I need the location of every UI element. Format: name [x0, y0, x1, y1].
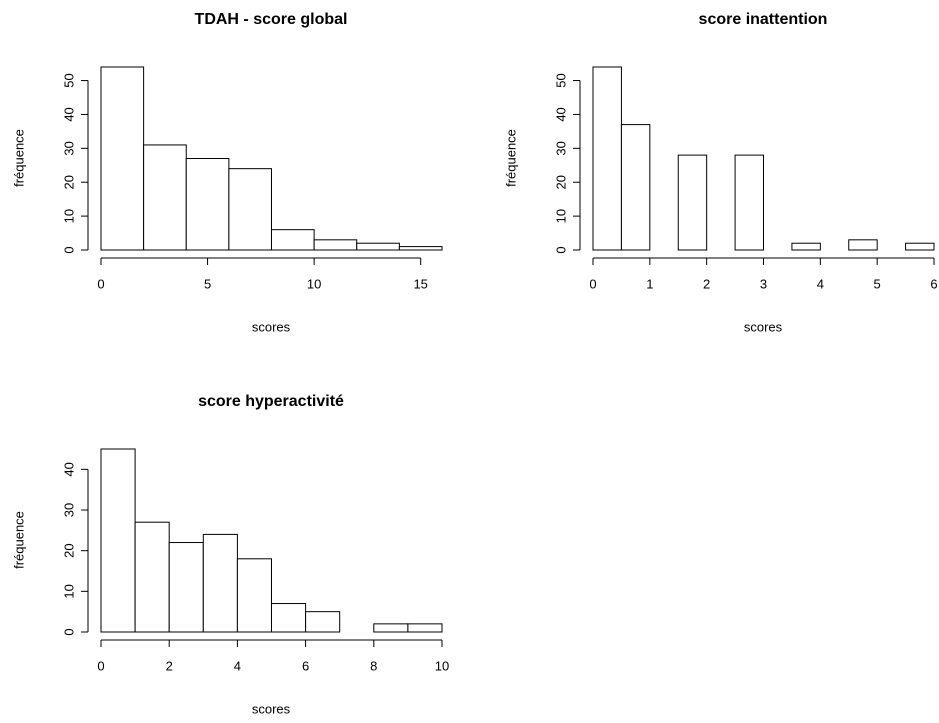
bar	[356, 242, 400, 251]
bar	[236, 558, 272, 633]
bar	[677, 154, 708, 251]
x-axis-label: scores	[744, 319, 783, 334]
bar	[271, 603, 307, 633]
chart-title: score inattention	[699, 11, 828, 28]
y-tick-label: 10	[61, 209, 76, 223]
x-tick-label: 3	[760, 276, 767, 291]
bar	[185, 158, 230, 251]
y-tick-label: 50	[61, 73, 76, 87]
x-axis-label: scores	[252, 319, 291, 334]
x-tick-label: 6	[930, 276, 937, 291]
y-tick-label: 40	[553, 107, 568, 121]
x-tick-label: 5	[874, 276, 881, 291]
chart-title: TDAH - score global	[195, 11, 348, 28]
y-tick-label: 30	[553, 141, 568, 155]
y-tick-label: 0	[61, 246, 76, 253]
bar	[407, 623, 443, 633]
x-tick-label: 2	[166, 658, 173, 673]
y-axis-label: fréquence	[503, 129, 518, 187]
y-tick-label: 0	[553, 246, 568, 253]
x-tick-label: 2	[703, 276, 710, 291]
y-tick-label: 10	[553, 209, 568, 223]
y-tick-label: 20	[61, 175, 76, 189]
x-tick-label: 8	[370, 658, 377, 673]
y-tick-label: 50	[553, 73, 568, 87]
y-tick-label: 30	[61, 141, 76, 155]
y-axis-label: fréquence	[11, 129, 26, 187]
x-tick-label: 4	[234, 658, 241, 673]
bar	[202, 533, 238, 633]
bar	[398, 246, 443, 251]
bar	[143, 144, 187, 251]
y-tick-label: 0	[61, 628, 76, 635]
x-tick-label: 0	[97, 276, 104, 291]
bar	[791, 242, 821, 251]
bar	[168, 542, 204, 633]
bar	[373, 623, 409, 633]
bar	[100, 66, 145, 251]
y-axis-label: fréquence	[11, 511, 26, 569]
y-tick-label: 40	[61, 107, 76, 121]
bar	[620, 124, 651, 251]
bar	[734, 154, 764, 251]
bar	[305, 611, 341, 633]
y-tick-label: 20	[61, 543, 76, 557]
bar	[228, 168, 272, 251]
bar	[271, 229, 315, 251]
bar	[592, 66, 622, 251]
x-tick-label: 15	[413, 276, 427, 291]
x-tick-label: 4	[817, 276, 824, 291]
x-tick-label: 0	[97, 658, 104, 673]
bar	[905, 242, 935, 251]
x-axis-label: scores	[252, 701, 291, 716]
y-tick-label: 40	[61, 462, 76, 476]
x-tick-label: 6	[302, 658, 309, 673]
bar	[848, 239, 878, 251]
x-tick-label: 10	[435, 658, 449, 673]
x-tick-label: 5	[204, 276, 211, 291]
chart-title: score hyperactivité	[198, 393, 344, 410]
bar	[100, 448, 136, 633]
y-tick-label: 10	[61, 584, 76, 598]
x-tick-label: 10	[307, 276, 321, 291]
x-tick-label: 1	[646, 276, 653, 291]
bar	[134, 521, 170, 633]
y-tick-label: 30	[61, 503, 76, 517]
x-tick-label: 0	[589, 276, 596, 291]
bar	[313, 239, 358, 251]
y-tick-label: 20	[553, 175, 568, 189]
